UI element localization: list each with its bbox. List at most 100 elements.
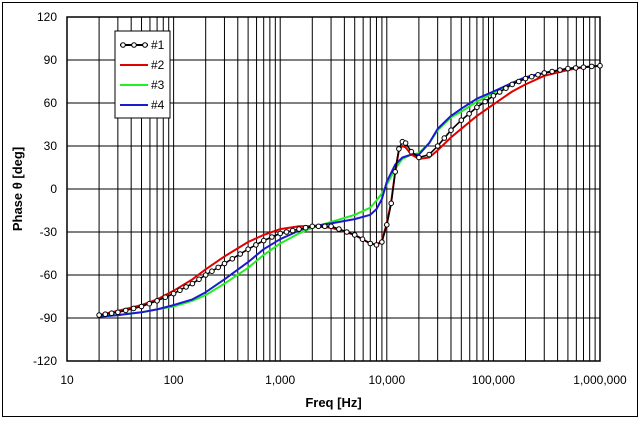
series-1-point xyxy=(379,239,385,245)
series-1-point xyxy=(351,232,358,238)
series-1-point xyxy=(402,140,409,146)
y-tick-label: -120 xyxy=(33,354,57,368)
series-1-point xyxy=(202,272,209,278)
series-1-point xyxy=(277,230,284,237)
legend-label-2: #2 xyxy=(151,58,165,72)
series-1-point xyxy=(474,104,480,111)
series-1-point xyxy=(565,65,571,72)
x-axis-ticks: 10 100 1,000 10,000 100,000 1,000,000 xyxy=(60,373,627,387)
x-tick-label: 10 xyxy=(60,373,74,387)
series-1-point xyxy=(466,111,472,117)
series-1-point xyxy=(183,284,189,290)
series-1-point xyxy=(396,146,402,152)
series-line-4 xyxy=(99,64,601,318)
series-1-point xyxy=(426,151,433,158)
series-1-point xyxy=(416,154,422,161)
series-1-point xyxy=(221,260,228,267)
series-1-point xyxy=(535,72,541,78)
y-tick-label: -90 xyxy=(40,311,58,325)
series-1-point xyxy=(269,234,275,240)
y-tick-label: 0 xyxy=(50,182,57,196)
series-1-point xyxy=(580,64,587,70)
series-1-point xyxy=(122,307,129,314)
y-tick-label: 120 xyxy=(37,10,57,24)
series-1-point xyxy=(154,298,160,304)
series-1-point xyxy=(177,287,183,294)
y-tick-label: 90 xyxy=(44,53,58,67)
series-1-point xyxy=(296,226,302,232)
x-tick-label: 1,000,000 xyxy=(573,373,627,387)
x-tick-label: 100 xyxy=(164,373,184,387)
series-1-point xyxy=(408,148,415,155)
y-tick-label: 60 xyxy=(44,96,58,110)
series-1-point xyxy=(482,98,488,105)
series-1-point xyxy=(384,222,390,228)
series-1-point xyxy=(490,93,497,99)
series-layer xyxy=(96,62,603,318)
y-tick-label: 30 xyxy=(44,139,58,153)
series-1-point xyxy=(528,73,535,80)
legend-label-3: #3 xyxy=(151,78,165,92)
series-1-point xyxy=(302,224,309,231)
series-1-point xyxy=(503,85,509,91)
x-tick-label: 10,000 xyxy=(368,373,405,387)
series-1-point xyxy=(260,237,267,244)
x-tick-label: 1,000 xyxy=(265,373,295,387)
series-1-point xyxy=(138,303,145,310)
series-1-point xyxy=(322,223,328,230)
series-1-point xyxy=(344,229,350,235)
plot-area xyxy=(66,16,601,362)
series-1-point xyxy=(516,78,522,85)
y-tick-label: -60 xyxy=(40,268,58,282)
chart-frame xyxy=(2,2,638,417)
series-1-point xyxy=(522,75,529,82)
legend-label-1: #1 xyxy=(151,38,165,52)
legend-marker xyxy=(131,42,137,48)
series-1-point xyxy=(597,62,603,69)
series-1-point xyxy=(388,200,395,207)
y-tick-label: -30 xyxy=(40,225,58,239)
legend-marker xyxy=(142,42,148,48)
series-1-point xyxy=(237,251,243,257)
series-1-point xyxy=(392,169,399,175)
series-line-1 xyxy=(98,64,601,316)
series-1-point xyxy=(196,276,202,283)
series-1-point xyxy=(245,246,251,252)
series-1-point xyxy=(588,63,595,70)
series-1-point xyxy=(229,256,236,262)
series-1-point xyxy=(496,89,503,95)
series-1-point xyxy=(130,305,137,312)
series-1-point xyxy=(367,240,374,247)
series-1-point xyxy=(108,310,115,317)
series-1-point xyxy=(315,223,322,230)
series-1-point xyxy=(448,127,454,133)
series-1-point xyxy=(373,242,380,248)
series-1-point xyxy=(328,223,334,230)
series-1-point xyxy=(115,309,121,316)
series-1-point xyxy=(283,229,290,235)
series-1-point xyxy=(336,226,342,232)
series-1-point xyxy=(441,135,448,141)
series-1-point xyxy=(572,65,579,71)
series-1-point xyxy=(209,268,215,275)
series-1-point xyxy=(549,68,555,75)
series-1-point xyxy=(289,227,296,234)
series-1-point xyxy=(557,67,563,73)
series-1-point xyxy=(170,290,177,297)
series-1-point xyxy=(102,311,109,318)
series-1-point xyxy=(309,223,316,230)
series-1-point xyxy=(253,242,259,248)
series-1-point xyxy=(541,70,548,76)
x-tick-label: 100,000 xyxy=(472,373,516,387)
y-axis-ticks: 120 90 60 30 0 -30 -60 -90 -120 xyxy=(33,10,57,368)
series-1-point xyxy=(189,280,196,287)
series-1-point xyxy=(162,294,169,301)
legend-label-4: #4 xyxy=(151,98,165,112)
x-axis-label: Freq [Hz] xyxy=(305,395,361,410)
y-axis-label: Phase θ [deg] xyxy=(10,147,25,231)
legend-marker xyxy=(120,42,126,48)
series-1-point xyxy=(359,236,366,242)
series-1-point xyxy=(509,81,516,88)
legend: #1 #2 #3 #4 xyxy=(114,30,171,119)
